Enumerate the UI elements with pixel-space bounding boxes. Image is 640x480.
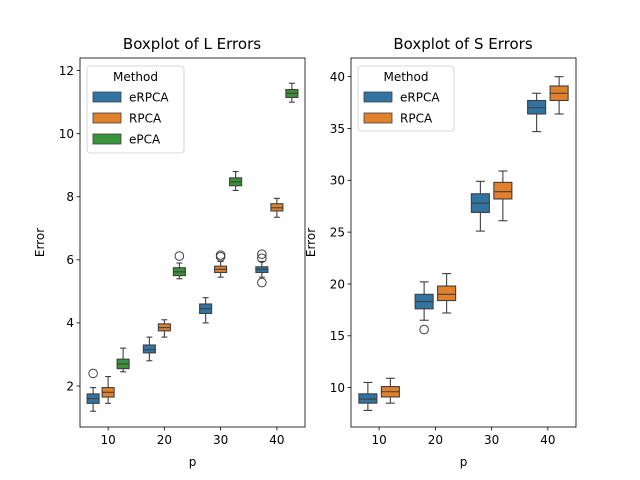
y-tick-label: 8 <box>66 190 74 204</box>
box-eRPCA-40 <box>255 249 269 288</box>
x-tick-label: 10 <box>371 433 386 447</box>
legend-swatch <box>363 91 393 103</box>
box <box>142 344 156 354</box>
box-RPCA-40 <box>549 76 569 115</box>
chart-title: Boxplot of L Errors <box>123 35 261 53</box>
x-axis-label: p <box>460 455 468 469</box>
y-tick-label: 30 <box>330 174 345 188</box>
box-RPCA-10 <box>380 377 400 404</box>
axes-frame <box>350 57 577 428</box>
box-eRPCA-20 <box>414 281 434 335</box>
legend-swatch <box>92 91 122 103</box>
legend-entry-label: RPCA <box>129 111 162 125</box>
y-tick-label: 2 <box>66 379 74 393</box>
legend-swatch <box>92 133 122 145</box>
y-tick-label: 12 <box>59 64 74 78</box>
legend: Method eRPCA RPCA ePCA <box>86 65 185 154</box>
y-tick-label: 4 <box>66 316 74 330</box>
legend-entry-label: eRPCA <box>400 90 440 104</box>
y-tick-label: 15 <box>330 329 345 343</box>
outlier-point <box>88 368 98 379</box>
legend-swatch <box>363 112 393 124</box>
chart-title: Boxplot of S Errors <box>393 35 532 53</box>
box-eRPCA-30 <box>199 297 213 324</box>
outlier-point <box>257 253 267 264</box>
y-axis-label: Error <box>33 228 47 257</box>
y-tick-label: 35 <box>330 122 345 136</box>
box <box>493 181 513 200</box>
box-marks <box>358 76 569 411</box>
outlier-point <box>257 277 267 288</box>
box-RPCA-40 <box>270 197 284 218</box>
box-eRPCA-20 <box>142 336 156 362</box>
box-eRPCA-30 <box>470 180 490 232</box>
legend-title: Method <box>113 70 158 84</box>
box-ePCA-10 <box>116 347 130 373</box>
axis-ticks: 10 15 20 25 30 35 40 10 20 30 40 <box>330 70 556 447</box>
box-ePCA-30 <box>229 170 243 192</box>
y-tick-label: 20 <box>330 277 345 291</box>
y-tick-label: 6 <box>66 253 74 267</box>
legend-entry-label: RPCA <box>400 111 433 125</box>
x-tick-label: 40 <box>540 433 555 447</box>
box-marks <box>86 82 299 412</box>
box-eRPCA-10 <box>358 381 378 411</box>
x-tick-label: 20 <box>428 433 443 447</box>
chart-s-errors: Boxplot of S Errors 10 15 20 25 30 35 40 10 20 30… <box>304 35 577 469</box>
box-eRPCA-10 <box>86 368 100 412</box>
x-tick-label: 40 <box>269 433 284 447</box>
y-tick-label: 40 <box>330 70 345 84</box>
box-ePCA-20 <box>172 251 186 280</box>
box-eRPCA-40 <box>527 92 547 133</box>
x-tick-label: 30 <box>484 433 499 447</box>
x-axis-label: p <box>189 455 197 469</box>
outlier-point <box>215 250 226 260</box>
outlier-point <box>257 249 267 259</box>
y-tick-label: 25 <box>330 225 345 239</box>
legend: Method eRPCA RPCA <box>357 65 455 132</box>
axes-frame <box>79 57 306 428</box>
y-tick-label: 10 <box>59 127 74 141</box>
box-RPCA-30 <box>214 250 228 278</box>
legend-frame <box>86 65 185 154</box>
y-axis-label: Error <box>304 228 318 257</box>
outlier-point <box>174 251 185 261</box>
chart-l-errors: Boxplot of L Errors 2 4 6 8 10 12 10 20 30 40 p E… <box>33 35 306 469</box>
box-RPCA-20 <box>157 319 171 338</box>
box-RPCA-10 <box>101 375 115 404</box>
x-tick-label: 20 <box>157 433 172 447</box>
box <box>437 285 457 302</box>
legend-entry-label: eRPCA <box>129 90 169 104</box>
y-tick-label: 10 <box>330 381 345 395</box>
axis-ticks: 2 4 6 8 10 12 10 20 30 40 <box>59 64 285 447</box>
legend-title: Method <box>383 70 428 84</box>
box-RPCA-30 <box>493 170 513 222</box>
legend-entry-label: ePCA <box>129 132 161 146</box>
box-ePCA-40 <box>285 82 299 103</box>
x-tick-label: 30 <box>213 433 228 447</box>
x-tick-label: 10 <box>100 433 115 447</box>
legend-swatch <box>92 112 122 124</box>
box-RPCA-20 <box>437 273 457 314</box>
outlier-point <box>419 324 429 335</box>
